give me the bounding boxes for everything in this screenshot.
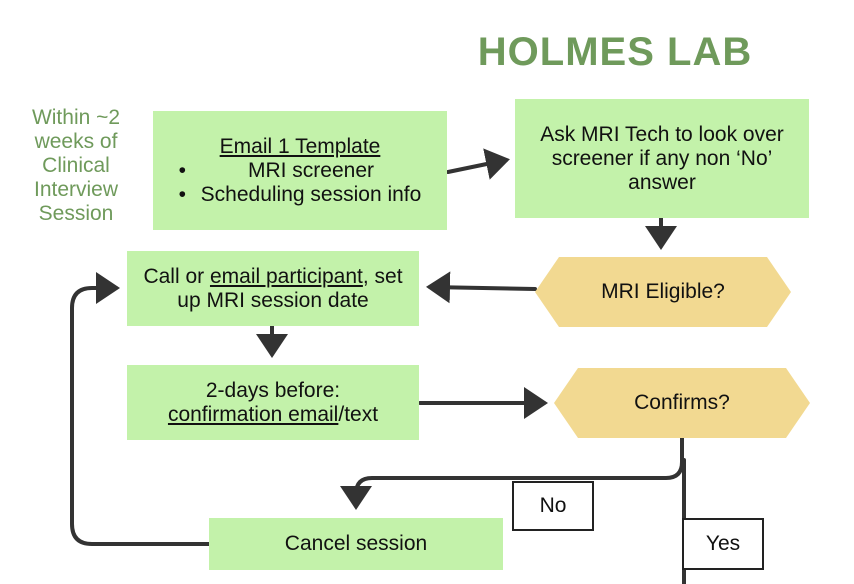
cancel-session-box: Cancel session: [209, 518, 503, 570]
decision-shape: [535, 257, 791, 327]
timing-note-line: Interview: [33, 178, 119, 201]
confirmation-line1: 2-days before:: [205, 378, 341, 402]
timing-note-line: weeks of: [34, 130, 118, 153]
timing-note: Within ~2 weeks of Clinical Interview Se…: [14, 106, 138, 226]
edge-label-yes-text: Yes: [705, 532, 741, 555]
confirms-decision: Confirms?: [554, 368, 810, 438]
edge-label-no-text: No: [539, 494, 567, 517]
email-participant-link: email participant: [209, 264, 363, 288]
confirmation-text-suffix: /text: [338, 402, 379, 426]
cancel-session-text: Cancel session: [284, 532, 428, 555]
call-participant-text: Call or email participant, set up MRI se…: [133, 265, 413, 313]
bullet-scheduling-info: Scheduling session info: [179, 183, 422, 207]
edge-label-no: No: [512, 481, 594, 531]
email-template-bullets: MRI screener Scheduling session info: [179, 159, 422, 207]
mri-eligible-text: MRI Eligible?: [601, 280, 725, 303]
mri-eligible-decision: MRI Eligible?: [535, 257, 791, 327]
confirmation-box: 2-days before: confirmation email/text: [127, 365, 419, 440]
ask-mri-tech-box: Ask MRI Tech to look over screener if an…: [515, 99, 809, 218]
arrow-cancel-to-call: [70, 272, 211, 546]
confirmation-email-link: confirmation email: [167, 402, 339, 426]
timing-note-line: Clinical: [42, 154, 110, 177]
confirmation-line2: confirmation email/text: [168, 403, 378, 427]
email-template-box: Email 1 Template MRI screener Scheduling…: [153, 111, 447, 230]
timing-note-line: Within ~2: [31, 106, 121, 129]
call-participant-box: Call or email participant, set up MRI se…: [127, 251, 419, 326]
arrow-confirms-to-cancel: [340, 436, 684, 510]
page-title: HOLMES LAB: [477, 30, 753, 74]
decision-shape: [554, 368, 810, 438]
email-template-title: Email 1 Template: [219, 134, 381, 158]
bullet-mri-screener: MRI screener: [179, 159, 422, 183]
edge-label-yes: Yes: [682, 518, 764, 570]
arrow-eligible-to-call: [426, 271, 537, 304]
ask-mri-tech-text: Ask MRI Tech to look over screener if an…: [540, 122, 784, 194]
confirms-text: Confirms?: [634, 391, 730, 414]
call-participant-part2: , set up MRI session date: [177, 264, 403, 312]
arrow-template-to-tech: [446, 148, 510, 180]
call-participant-part1: Call or: [143, 264, 210, 288]
timing-note-line: Session: [38, 202, 114, 225]
